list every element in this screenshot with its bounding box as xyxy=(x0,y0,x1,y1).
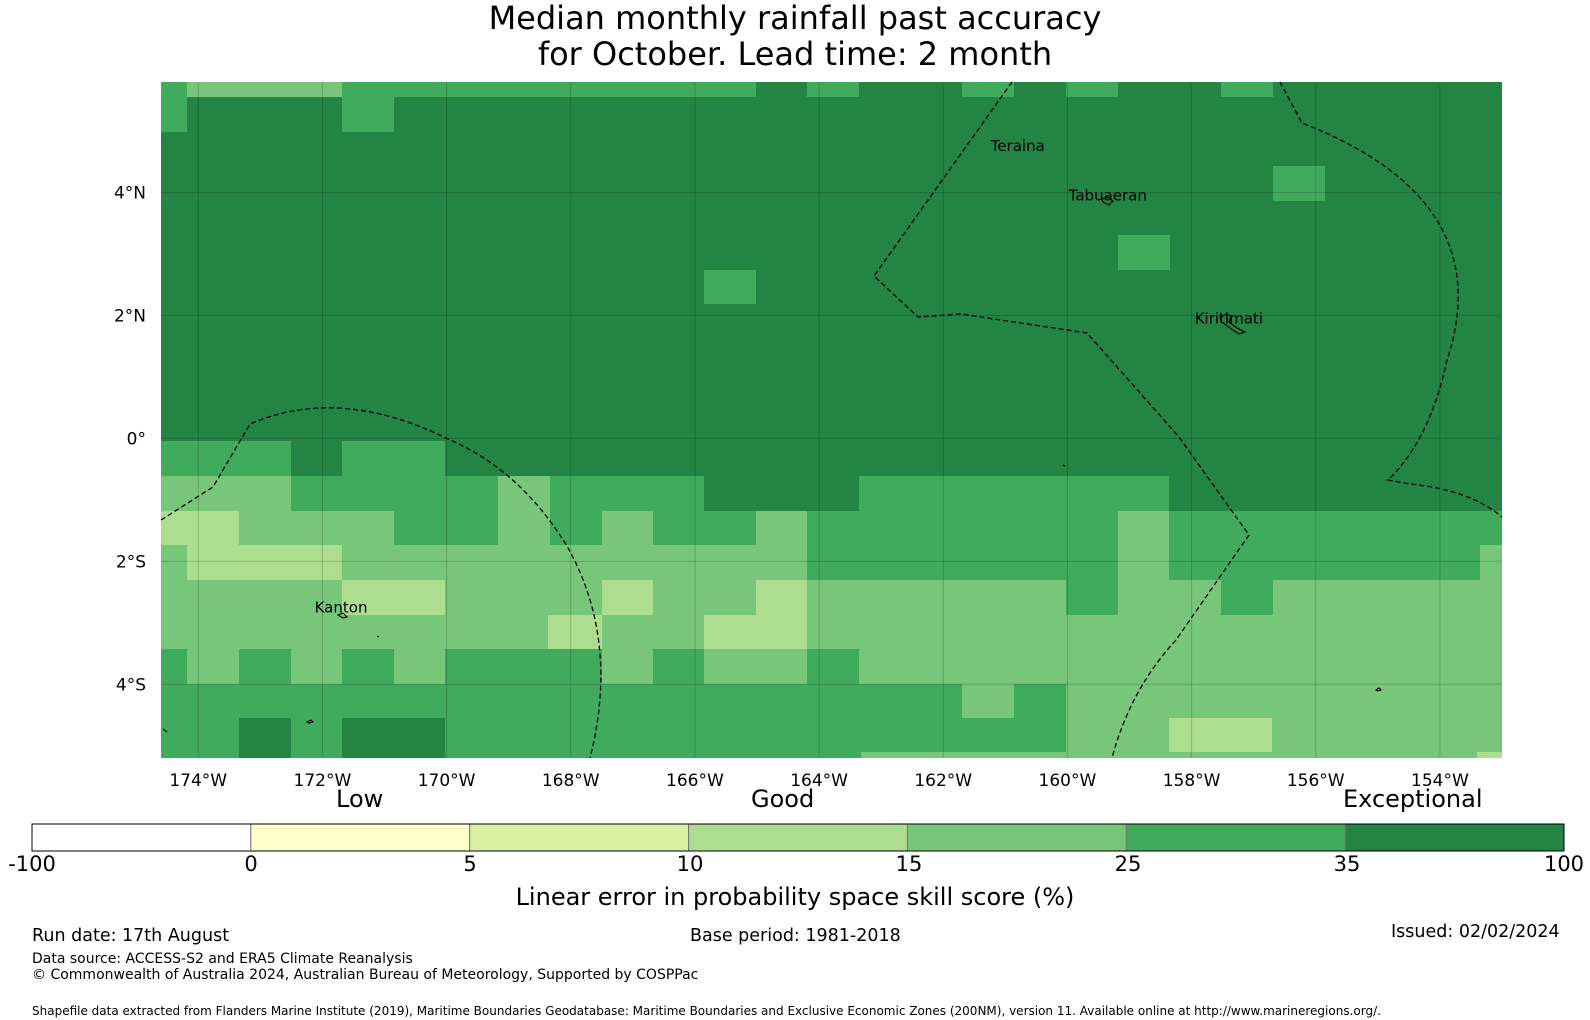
base-period: Base period: 1981-2018 xyxy=(690,926,901,946)
colorbar-segment xyxy=(906,823,1127,852)
x-tick-label: 164°W xyxy=(790,771,848,791)
score-cells xyxy=(161,82,1502,758)
colorbar-tick-label: 10 xyxy=(676,852,704,876)
colorbar-segment xyxy=(1125,823,1346,852)
colorbar-tick-label: 0 xyxy=(244,852,258,876)
y-tick-label: 2°S xyxy=(116,552,146,572)
x-tick-label: 168°W xyxy=(542,771,600,791)
place-label-tabuaeran: Tabuaeran xyxy=(1068,187,1147,205)
islands xyxy=(162,196,1383,733)
x-tick-label: 156°W xyxy=(1287,771,1345,791)
x-tick-label: 162°W xyxy=(914,771,972,791)
x-tick-label: 170°W xyxy=(418,771,476,791)
graticule xyxy=(161,82,1502,758)
data-source: Data source: ACCESS-S2 and ERA5 Climate … xyxy=(32,951,413,967)
y-tick-label: 2°N xyxy=(114,307,146,327)
place-labels: Teraina Tabuaeran Kiritimati Kanton xyxy=(315,137,1263,617)
colorbar-tick-label: 15 xyxy=(895,852,923,876)
x-tick-label: 158°W xyxy=(1163,771,1221,791)
colorbar xyxy=(31,823,1565,852)
colorbar-outline xyxy=(31,823,1565,852)
colorbar-tick-label: -100 xyxy=(8,852,56,876)
map-title-line-2: for October. Lead time: 2 month xyxy=(537,35,1053,73)
place-label-teraina: Teraina xyxy=(990,137,1045,155)
colorbar-tick-label: 100 xyxy=(1543,852,1585,876)
category-good-label: Good xyxy=(751,785,815,813)
x-axis-tick-labels: 174°W 172°W 170°W 168°W 166°W 164°W 162°W 160°W… xyxy=(169,771,1469,791)
colorbar-segment xyxy=(250,823,471,852)
x-tick-label: 154°W xyxy=(1411,771,1469,791)
map-title-line-1: Median monthly rainfall past accuracy xyxy=(488,0,1102,37)
colorbar-tick-label: 25 xyxy=(1114,852,1142,876)
run-date: Run date: 17th August xyxy=(32,926,230,946)
x-tick-label: 166°W xyxy=(666,771,724,791)
place-label-kiritimati: Kiritimati xyxy=(1195,310,1263,328)
y-tick-label: 0° xyxy=(127,429,146,449)
colorbar-segment xyxy=(688,823,908,852)
colorbar-segment xyxy=(1344,823,1565,852)
colorbar-tick-label: 35 xyxy=(1333,852,1361,876)
eez-boundaries xyxy=(160,81,1503,759)
colorbar-title: Linear error in probability space skill … xyxy=(515,883,1075,911)
x-tick-label: 174°W xyxy=(169,771,227,791)
colorbar-tick-label: 5 xyxy=(463,852,477,876)
colorbar-segment xyxy=(469,823,690,852)
x-tick-label: 160°W xyxy=(1039,771,1097,791)
category-low-label: Low xyxy=(336,785,384,813)
place-label-kanton: Kanton xyxy=(315,598,368,616)
colorbar-segment xyxy=(31,823,252,852)
y-tick-label: 4°N xyxy=(114,184,146,204)
x-tick-label: 172°W xyxy=(294,771,352,791)
category-exceptional-label: Exceptional xyxy=(1343,785,1483,813)
y-tick-label: 4°S xyxy=(116,675,146,695)
y-axis-tick-labels: 4°N 2°N 0° 2°S 4°S xyxy=(114,184,146,696)
issued-date: Issued: 02/02/2024 xyxy=(1391,922,1560,942)
copyright-notice: © Commonwealth of Australia 2024, Austra… xyxy=(32,967,699,983)
shapefile-credit: Shapefile data extracted from Flanders M… xyxy=(32,1004,1381,1018)
